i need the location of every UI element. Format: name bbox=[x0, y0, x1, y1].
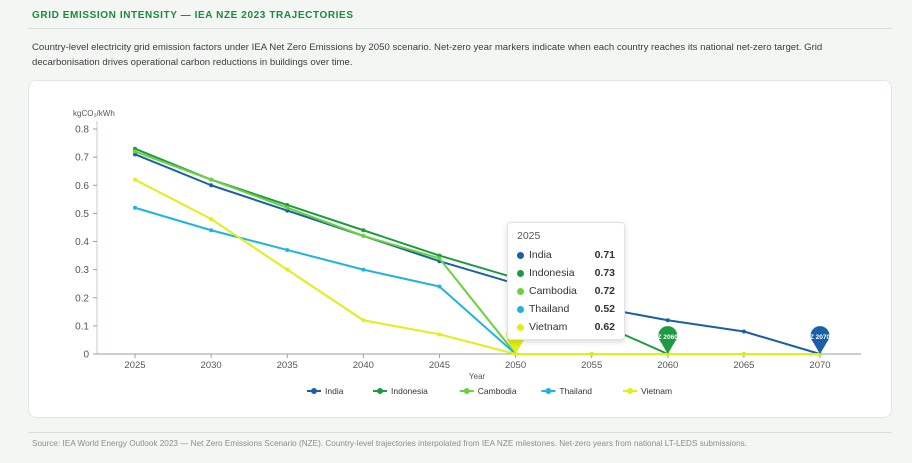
net-zero-marker-label: Z 2060 bbox=[658, 334, 679, 341]
x-tick-label: 2065 bbox=[733, 360, 754, 371]
data-point-india[interactable] bbox=[665, 318, 670, 323]
tooltip-dot bbox=[517, 305, 524, 313]
footer-divider bbox=[28, 432, 892, 433]
chart-section-title: GRID EMISSION INTENSITY — IEA NZE 2023 T… bbox=[32, 10, 354, 21]
tooltip-series-value: 0.73 bbox=[594, 267, 615, 279]
tooltip-series-name: Indonesia bbox=[529, 267, 575, 279]
series-line-thailand[interactable] bbox=[134, 206, 820, 355]
legend-label-thailand: Thailand bbox=[559, 386, 592, 396]
legend-marker-indonesia bbox=[377, 388, 383, 394]
y-tick-label: 0 bbox=[83, 350, 89, 361]
tooltip-row: Cambodia 0.72 bbox=[517, 282, 615, 300]
x-tick-label: 2040 bbox=[353, 360, 374, 371]
y-tick-label: 0.3 bbox=[75, 265, 89, 276]
x-tick-label: 2030 bbox=[201, 360, 222, 371]
data-point-cambodia[interactable] bbox=[133, 149, 137, 154]
y-tick-label: 0.6 bbox=[75, 181, 89, 192]
x-tick-label: 2035 bbox=[277, 360, 298, 371]
tooltip-series-value: 0.52 bbox=[594, 303, 615, 315]
chart-description: Country-level electricity grid emission … bbox=[32, 42, 823, 68]
y-tick-label: 0.7 bbox=[75, 153, 89, 164]
data-point-vietnam[interactable] bbox=[285, 267, 290, 272]
net-zero-marker-india[interactable] bbox=[810, 326, 830, 354]
emission-line-chart[interactable]: 0 0.1 0.2 0.3 0.4 0.5 0.6 0.7 0.8 kgCO₂/kWh 2025 20… bbox=[29, 81, 891, 417]
data-point-vietnam[interactable] bbox=[209, 217, 214, 221]
data-point-thailand[interactable] bbox=[285, 247, 290, 252]
x-tick-label: 2060 bbox=[657, 360, 678, 371]
tooltip-dot bbox=[517, 287, 524, 295]
tooltip-row: Thailand 0.52 bbox=[517, 300, 615, 318]
tooltip-series-value: 0.72 bbox=[594, 285, 615, 297]
source-note: Source: IEA World Energy Outlook 2023 — … bbox=[32, 439, 748, 448]
data-point-cambodia[interactable] bbox=[437, 256, 442, 261]
data-point-thailand[interactable] bbox=[133, 205, 137, 210]
x-tick-label: 2055 bbox=[581, 360, 602, 371]
data-point-thailand[interactable] bbox=[209, 228, 214, 233]
x-tick-label: 2045 bbox=[429, 360, 450, 371]
tooltip-row: Indonesia 0.73 bbox=[517, 264, 615, 282]
tooltip-series-value: 0.71 bbox=[594, 249, 615, 261]
data-point-indonesia[interactable] bbox=[285, 202, 290, 207]
tooltip-series-name: Vietnam bbox=[529, 321, 568, 333]
data-point-india[interactable] bbox=[209, 183, 214, 188]
data-point-vietnam[interactable] bbox=[361, 318, 366, 323]
net-zero-marker-indonesia[interactable] bbox=[658, 326, 678, 354]
tooltip-row: India 0.71 bbox=[517, 246, 615, 264]
series-line-india[interactable] bbox=[134, 153, 821, 355]
legend-label-indonesia: Indonesia bbox=[391, 386, 428, 396]
y-tick-label: 0.5 bbox=[75, 209, 89, 220]
tooltip-dot bbox=[517, 251, 524, 259]
data-point-cambodia[interactable] bbox=[209, 177, 214, 182]
data-point-cambodia[interactable] bbox=[361, 233, 366, 238]
data-point-india[interactable] bbox=[741, 329, 746, 334]
data-point-cambodia[interactable] bbox=[285, 205, 290, 210]
tooltip-dot bbox=[517, 323, 524, 331]
y-tick-label: 0.4 bbox=[75, 237, 89, 248]
tooltip-series-name: Cambodia bbox=[529, 285, 577, 297]
chart-card: 0 0.1 0.2 0.3 0.4 0.5 0.6 0.7 0.8 kgCO₂/kWh 2025 20… bbox=[28, 80, 892, 418]
series-line-cambodia[interactable] bbox=[134, 150, 820, 355]
legend-marker-cambodia bbox=[463, 388, 470, 394]
data-point-vietnam[interactable] bbox=[437, 332, 442, 337]
x-tick-label: 2070 bbox=[809, 360, 830, 371]
y-axis-label: kgCO₂/kWh bbox=[73, 109, 115, 118]
data-point-indonesia[interactable] bbox=[133, 146, 137, 151]
x-tick-label: 2050 bbox=[505, 360, 526, 371]
tooltip-series-value: 0.62 bbox=[594, 321, 615, 333]
legend-marker-vietnam bbox=[627, 388, 633, 394]
legend-label-vietnam: Vietnam bbox=[641, 386, 672, 396]
x-tick-label: 2025 bbox=[124, 360, 145, 371]
data-point-thailand[interactable] bbox=[437, 284, 442, 289]
tooltip-dot bbox=[517, 269, 524, 277]
chart-tooltip: 2025 India 0.71 Indonesia 0.73 Cambodia 0.72 T… bbox=[507, 222, 625, 340]
y-tick-label: 0.1 bbox=[75, 321, 89, 332]
legend-marker-thailand bbox=[545, 388, 552, 394]
x-axis-label: Year bbox=[469, 372, 486, 381]
header-divider bbox=[28, 28, 892, 29]
data-point-india[interactable] bbox=[285, 208, 290, 213]
tooltip-series-name: India bbox=[529, 249, 552, 261]
tooltip-row: Vietnam 0.62 bbox=[517, 318, 615, 336]
data-point-vietnam[interactable] bbox=[133, 177, 137, 182]
y-tick-label: 0.2 bbox=[75, 293, 89, 304]
data-point-india[interactable] bbox=[133, 152, 137, 157]
data-point-vietnam[interactable] bbox=[741, 352, 746, 356]
data-point-indonesia[interactable] bbox=[437, 253, 442, 258]
tooltip-title: 2025 bbox=[517, 230, 541, 242]
series-line-vietnam[interactable] bbox=[134, 178, 820, 355]
data-point-indonesia[interactable] bbox=[361, 228, 366, 233]
series-line-indonesia[interactable] bbox=[134, 147, 820, 355]
legend-label-cambodia: Cambodia bbox=[478, 386, 517, 396]
legend-label-india: India bbox=[325, 386, 344, 396]
tooltip-series-name: Thailand bbox=[529, 303, 570, 315]
data-point-thailand[interactable] bbox=[361, 267, 366, 272]
data-point-vietnam[interactable] bbox=[589, 352, 594, 356]
legend-marker-india bbox=[311, 388, 317, 394]
y-tick-label: 0.8 bbox=[75, 125, 89, 136]
net-zero-marker-label: Z 2070 bbox=[810, 334, 831, 341]
